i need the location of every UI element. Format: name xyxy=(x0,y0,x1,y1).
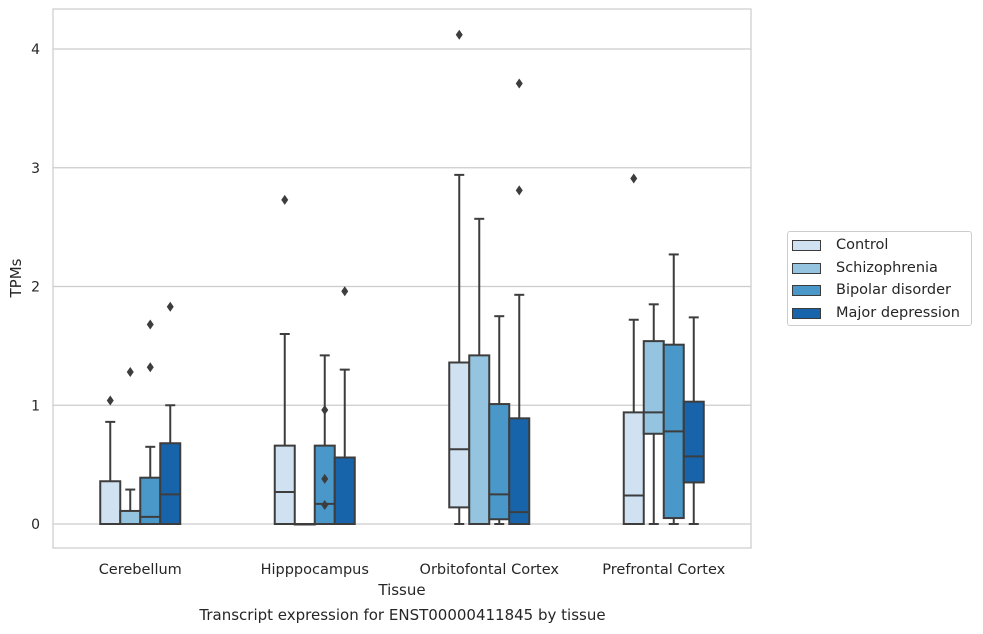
box-schizophrenia-orbitofontal-cortex-iqr-box xyxy=(468,354,491,525)
y-tick-label-0: 0 xyxy=(31,517,40,533)
box-control-prefrontal-cortex-iqr-box xyxy=(622,411,645,525)
legend-item-control: Control xyxy=(792,235,888,255)
legend-item-bipolar-disorder: Bipolar disorder xyxy=(792,280,951,300)
box-control-orbitofontal-cortex-iqr-box xyxy=(448,361,471,509)
legend-label-major-depression: Major depression xyxy=(836,305,960,321)
box-major-depression-cerebellum-iqr-box xyxy=(159,442,182,525)
legend-swatch-bipolar-disorder xyxy=(792,284,821,296)
grid-lines xyxy=(53,48,751,525)
box-major-depression-hipppocampus xyxy=(333,286,356,525)
box-bipolar-disorder-hipppocampus-iqr-box xyxy=(313,444,336,525)
box-bipolar-disorder-hipppocampus xyxy=(313,354,336,525)
box-bipolar-disorder-hipppocampus-outlier-1 xyxy=(321,473,329,484)
box-control-orbitofontal-cortex xyxy=(448,29,471,525)
box-major-depression-orbitofontal-cortex-iqr-box xyxy=(508,417,531,525)
x-tick-label-hipppocampus: Hipppocampus xyxy=(261,562,369,578)
legend-swatch-schizophrenia xyxy=(792,262,821,274)
series-control xyxy=(99,29,645,525)
box-major-depression-orbitofontal-cortex-outlier-1 xyxy=(515,78,523,89)
legend-label-schizophrenia: Schizophrenia xyxy=(836,260,938,276)
y-tick-label-1: 1 xyxy=(31,398,40,414)
x-axis-label: Tissue xyxy=(377,581,425,599)
box-control-cerebellum-outlier-0 xyxy=(106,395,114,406)
plot-area-frame xyxy=(52,8,752,549)
y-tick-label-3: 3 xyxy=(31,161,40,177)
box-control-cerebellum-iqr-box xyxy=(99,480,122,525)
box-control-prefrontal-cortex-outlier-0 xyxy=(630,173,638,184)
y-axis-label: TPMs xyxy=(7,258,25,298)
box-major-depression-cerebellum-outlier-0 xyxy=(166,301,174,312)
box-schizophrenia-orbitofontal-cortex xyxy=(468,217,491,525)
box-bipolar-disorder-cerebellum xyxy=(139,319,162,525)
box-bipolar-disorder-prefrontal-cortex xyxy=(662,253,685,525)
box-control-hipppocampus-outlier-0 xyxy=(281,194,289,205)
box-major-depression-orbitofontal-cortex-outlier-0 xyxy=(515,185,523,196)
legend-label-bipolar-disorder: Bipolar disorder xyxy=(836,282,951,298)
box-bipolar-disorder-cerebellum-outlier-0 xyxy=(146,362,154,373)
series-bipolar-disorder xyxy=(139,253,685,525)
box-control-hipppocampus xyxy=(273,194,296,525)
box-major-depression-hipppocampus-outlier-0 xyxy=(341,286,349,297)
box-major-depression-cerebellum xyxy=(159,301,182,525)
box-schizophrenia-prefrontal-cortex xyxy=(642,303,665,525)
box-major-depression-hipppocampus-iqr-box xyxy=(333,456,356,525)
legend-item-schizophrenia: Schizophrenia xyxy=(792,258,938,278)
series-schizophrenia xyxy=(119,217,665,526)
legend: Control Schizophrenia Bipolar disorder M… xyxy=(787,231,972,326)
box-schizophrenia-hipppocampus xyxy=(293,523,316,526)
legend-swatch-control xyxy=(792,239,821,251)
box-control-prefrontal-cortex xyxy=(622,173,645,525)
y-tick-label-2: 2 xyxy=(31,280,40,296)
series-major-depression xyxy=(159,78,705,525)
box-major-depression-orbitofontal-cortex xyxy=(508,78,531,525)
chart-caption: Transcript expression for ENST0000041184… xyxy=(199,606,606,624)
x-axis-ticks: Cerebellum Hipppocampus Orbitofontal Corte… xyxy=(99,562,726,578)
box-bipolar-disorder-orbitofontal-cortex-iqr-box xyxy=(488,403,511,521)
box-bipolar-disorder-cerebellum-outlier-1 xyxy=(146,319,154,330)
box-bipolar-disorder-orbitofontal-cortex xyxy=(488,315,511,525)
box-schizophrenia-cerebellum-outlier-0 xyxy=(126,367,134,377)
y-tick-label-4: 4 xyxy=(31,42,40,58)
box-bipolar-disorder-hipppocampus-outlier-0 xyxy=(321,500,329,510)
box-control-cerebellum xyxy=(99,395,122,525)
legend-item-major-depression: Major depression xyxy=(792,303,960,323)
legend-swatch-major-depression xyxy=(792,307,821,319)
box-schizophrenia-cerebellum-iqr-box xyxy=(119,509,142,525)
x-tick-label-prefrontal-cortex: Prefrontal Cortex xyxy=(602,562,725,578)
box-major-depression-prefrontal-cortex-iqr-box xyxy=(682,400,705,484)
y-axis-ticks: 0 1 2 3 4 xyxy=(31,42,40,533)
x-tick-label-orbitofontal-cortex: Orbitofontal Cortex xyxy=(420,562,560,578)
box-major-depression-prefrontal-cortex xyxy=(682,316,705,525)
box-control-hipppocampus-iqr-box xyxy=(273,444,296,525)
box-schizophrenia-prefrontal-cortex-iqr-box xyxy=(642,340,665,435)
box-bipolar-disorder-hipppocampus-outlier-2 xyxy=(321,405,329,415)
box-series xyxy=(99,29,705,526)
box-control-orbitofontal-cortex-outlier-0 xyxy=(455,29,463,40)
x-tick-label-cerebellum: Cerebellum xyxy=(99,562,182,578)
legend-label-control: Control xyxy=(836,237,889,253)
box-schizophrenia-cerebellum xyxy=(119,367,142,525)
